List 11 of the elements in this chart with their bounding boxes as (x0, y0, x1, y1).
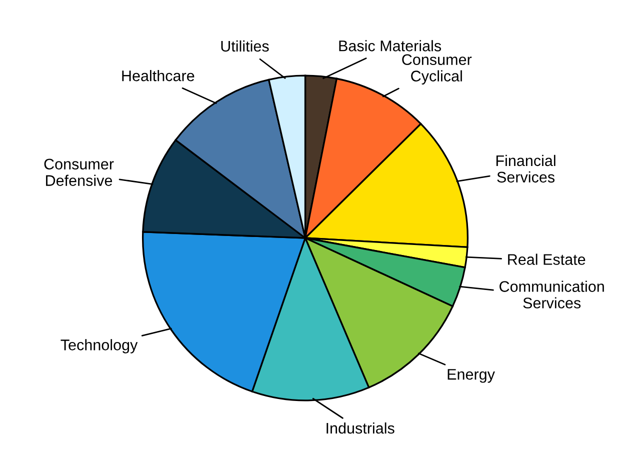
slice-label: Financial Services (496, 154, 556, 183)
slice-label: Technology (60, 339, 138, 354)
slice-label: Utilities (221, 40, 269, 52)
slice-label: Consumer Defensive (44, 158, 114, 186)
slice-label: Industrials (326, 422, 394, 434)
slice-label: Basic Materials (339, 40, 442, 52)
slice-label: Energy (448, 369, 495, 383)
slice-label: Communication Services (500, 280, 604, 308)
slice-label: Consumer Cyclical (402, 54, 472, 85)
slice-label: Healthcare (122, 70, 194, 82)
slice-label: Real Estate (508, 254, 586, 265)
